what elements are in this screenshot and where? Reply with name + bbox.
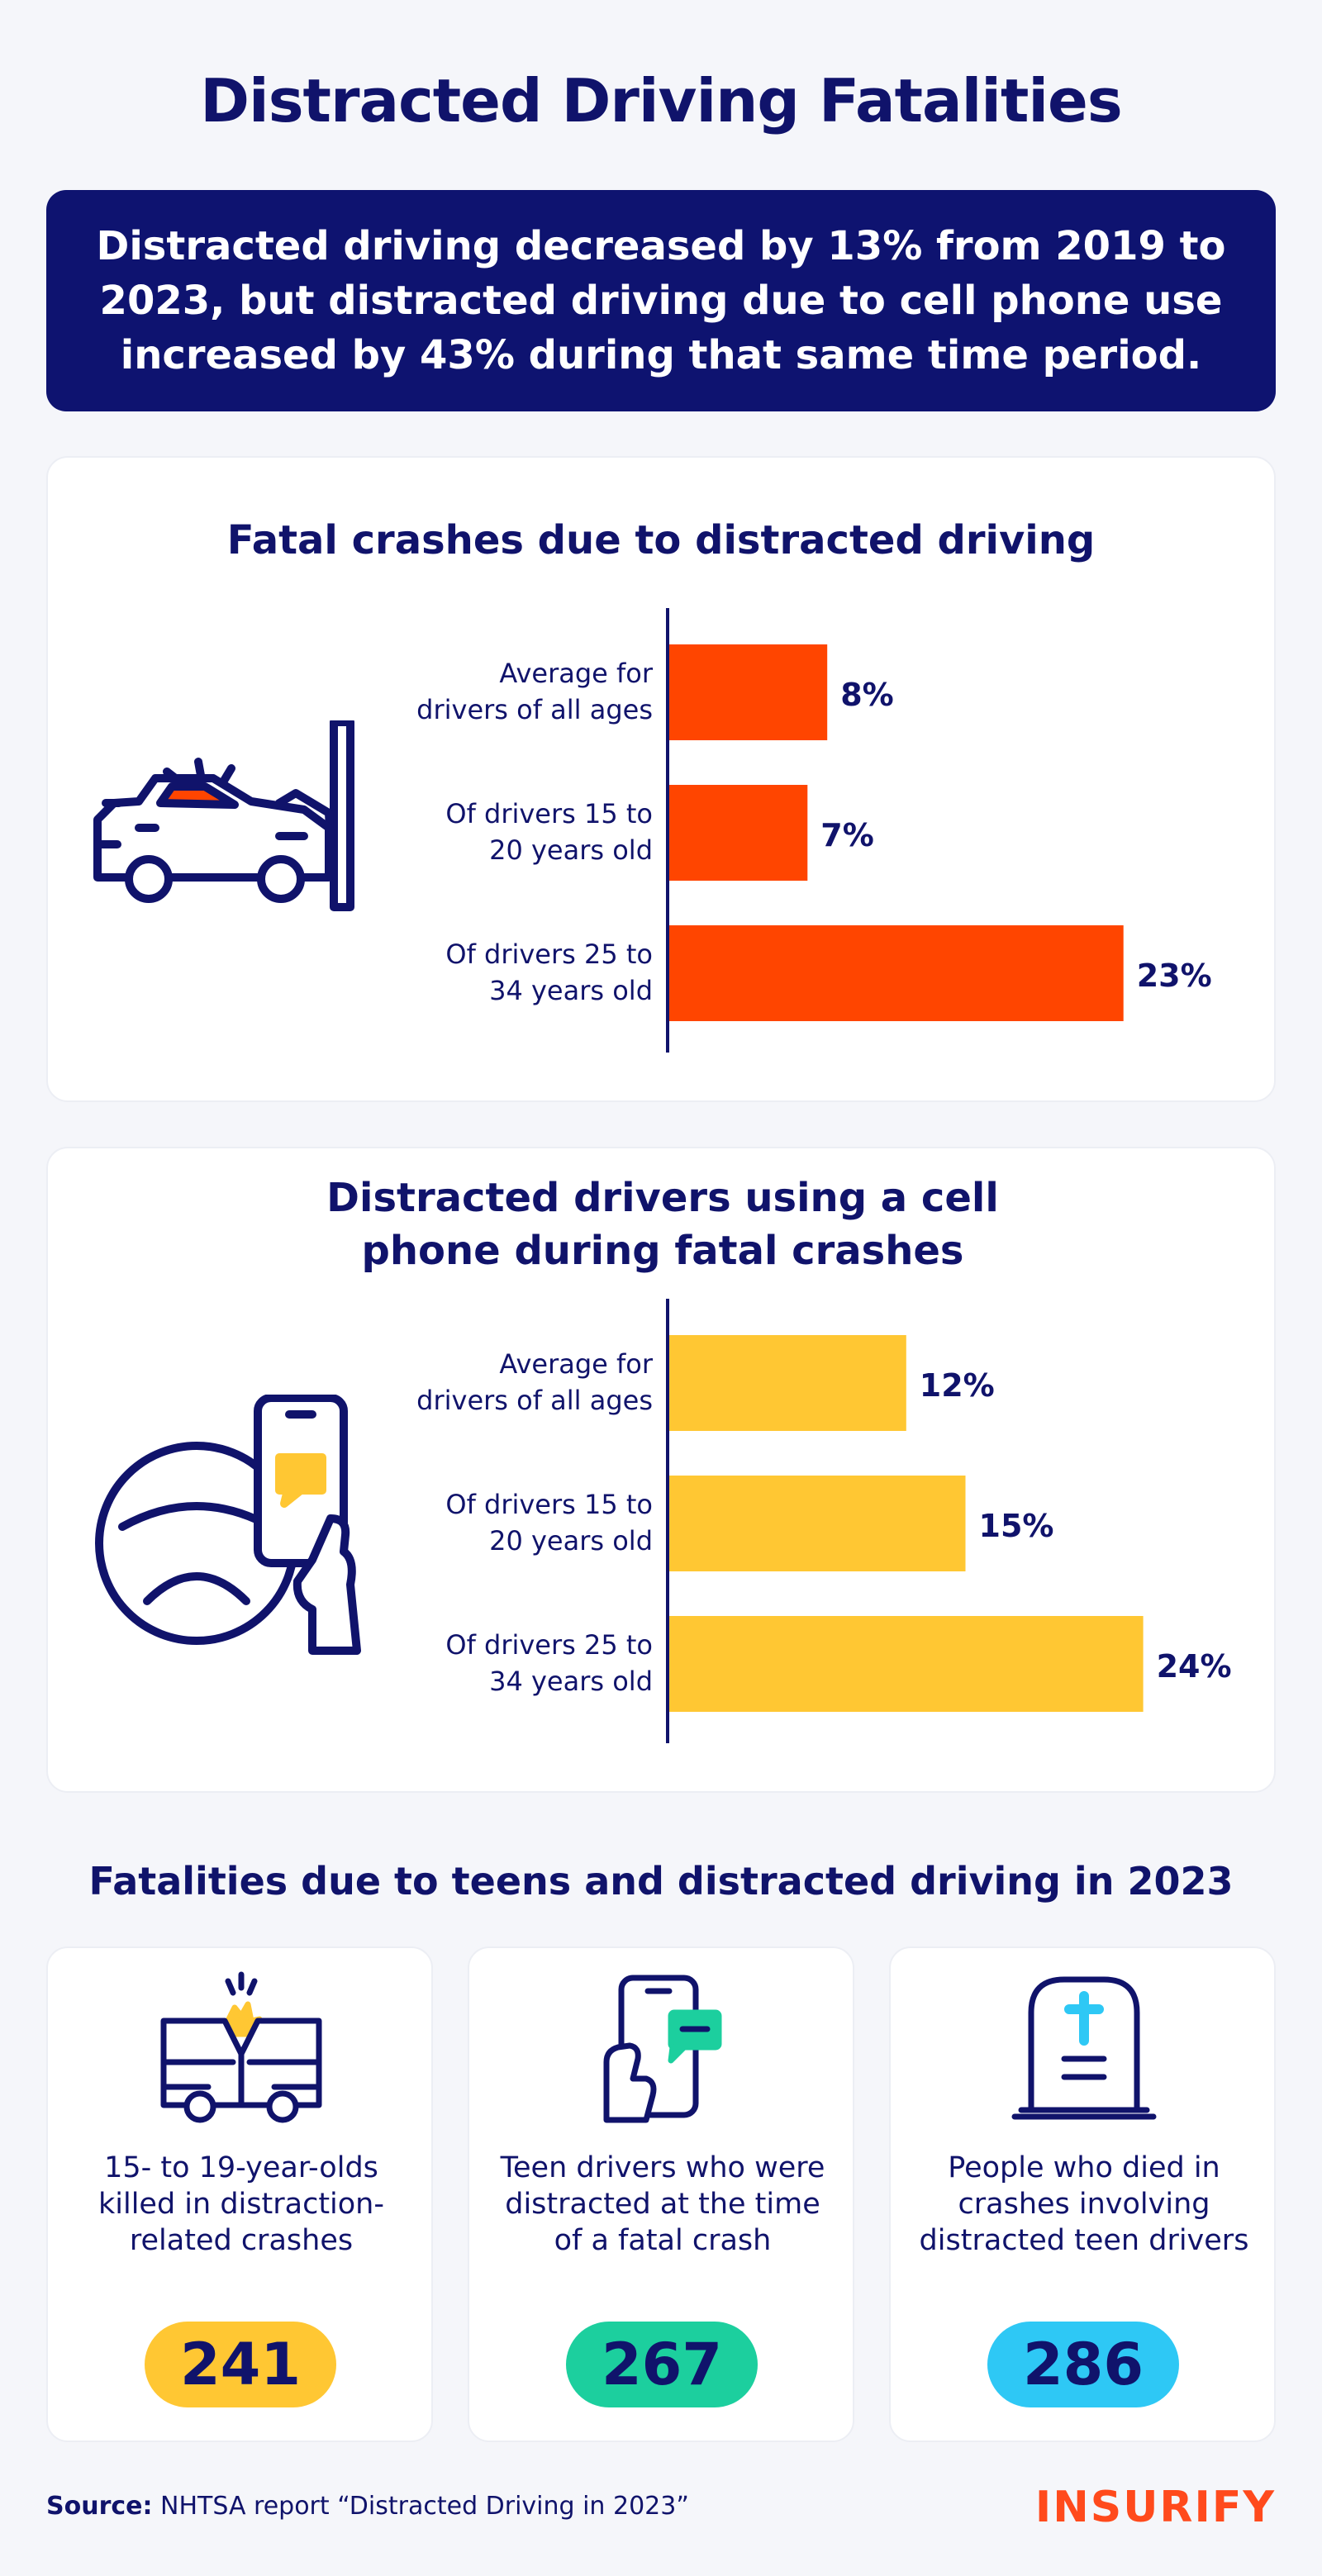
bar — [669, 925, 1124, 1021]
phone-message-icon — [603, 1975, 722, 2123]
car-crash-icon — [93, 720, 354, 911]
category-label: 34 years old — [489, 1666, 653, 1697]
source-text: NHTSA report “Distracted Driving in 2023… — [160, 2492, 689, 2521]
category-label: Of drivers 25 to — [445, 939, 653, 970]
chart-card-fatal-crashes: Fatal crashes due to distracted driving … — [46, 456, 1276, 1102]
page-title: Distracted Driving Fatalities — [200, 66, 1122, 135]
stat-card-teens-killed: 15- to 19-year-olds killed in distractio… — [46, 1946, 433, 2442]
stat-label: People who died in crashes involving dis… — [919, 2151, 1249, 2257]
chart-title: Fatal crashes due to distracted driving — [226, 517, 1096, 563]
category-label: 34 years old — [489, 975, 653, 1006]
data-label: 23% — [1137, 958, 1212, 994]
chart-card-cell-phone: Distracted drivers using a cell phone du… — [46, 1147, 1276, 1793]
source-note: Source: NHTSA report “Distracted Driving… — [46, 2492, 689, 2521]
bar-chart-cell-phone: 12% Average for drivers of all ages 15% Of d… — [416, 1299, 1232, 1743]
source-label: Source: — [46, 2492, 153, 2521]
category-label: drivers of all ages — [416, 694, 653, 725]
category-label: Average for — [499, 658, 653, 689]
data-label: 12% — [920, 1367, 995, 1404]
bar — [669, 1476, 966, 1571]
stat-value-badge: 241 — [145, 2322, 336, 2407]
stat-card-teens-distracted: Teen drivers who were distracted at the … — [468, 1946, 854, 2442]
bar-chart-fatal-crashes: 8% Average for drivers of all ages 7% Of dri… — [416, 608, 1212, 1053]
stat-card-people-died: People who died in crashes involving dis… — [889, 1946, 1276, 2442]
data-label: 15% — [979, 1508, 1054, 1544]
summary-text: Distracted driving decreased by 13% from… — [96, 223, 1226, 378]
stat-label: Teen drivers who were distracted at the … — [500, 2151, 825, 2257]
stat-label: 15- to 19-year-olds killed in distractio… — [97, 2151, 384, 2257]
bar — [669, 1335, 906, 1431]
insurify-logo[interactable]: INSURIFY — [1034, 2483, 1276, 2532]
summary-banner: Distracted driving decreased by 13% from… — [46, 190, 1276, 411]
data-label: 7% — [820, 817, 874, 853]
phone-steering-wheel-icon — [95, 1395, 361, 1655]
category-label: Average for — [499, 1348, 653, 1380]
category-label: Of drivers 15 to — [445, 1489, 653, 1520]
gravestone-icon — [1011, 1976, 1157, 2120]
teens-section-title: Fatalities due to teens and distracted d… — [88, 1859, 1234, 1903]
bar — [669, 1616, 1144, 1712]
data-label: 24% — [1157, 1648, 1232, 1685]
stat-value-badge: 267 — [566, 2322, 758, 2407]
category-label: Of drivers 15 to — [445, 798, 653, 829]
bar — [669, 644, 828, 740]
category-label: drivers of all ages — [416, 1385, 653, 1416]
chart-title: Distracted drivers using a cell phone du… — [326, 1175, 999, 1274]
stat-value-badge: 286 — [987, 2322, 1179, 2407]
category-label: 20 years old — [489, 1525, 653, 1557]
category-label: 20 years old — [489, 834, 653, 866]
car-collision-icon — [160, 1971, 322, 2123]
category-label: Of drivers 25 to — [445, 1629, 653, 1661]
data-label: 8% — [840, 677, 894, 713]
bar — [669, 785, 808, 881]
